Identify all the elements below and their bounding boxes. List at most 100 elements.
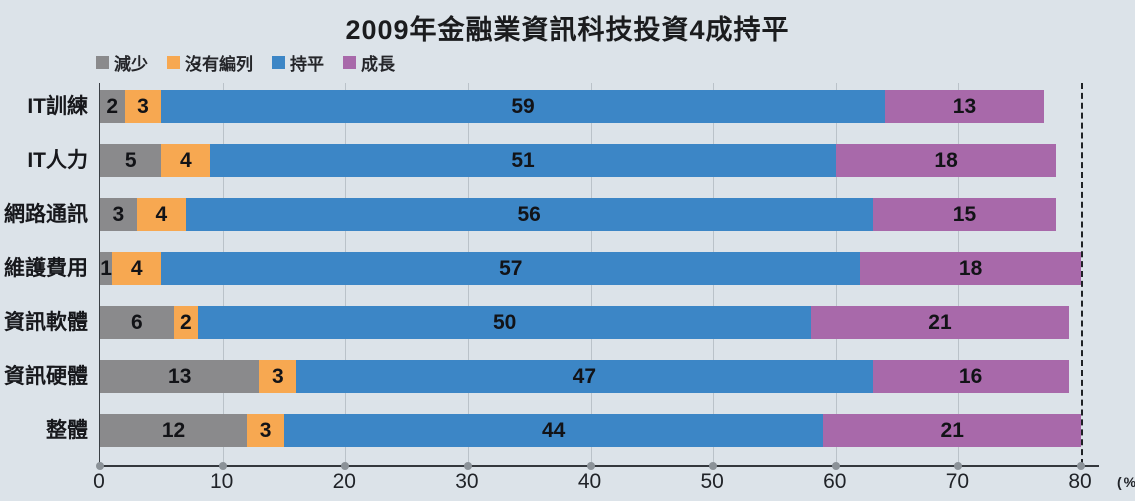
legend-swatch-icon [272,56,285,69]
x-tick-label: 40 [577,470,602,493]
bar-value-label: 2 [179,310,192,334]
x-tick-label: 60 [823,470,847,493]
legend-label: 持平 [290,55,324,74]
reference-line-80 [1081,83,1083,465]
bar-row-3: 3 4 56 15 [100,198,1057,231]
bar-row-6: 13 3 47 16 [100,360,1069,393]
bar-segment: 1 [100,252,113,285]
bar-segment: 50 [198,306,812,339]
bar-segment: 5 [100,144,162,177]
bar-segment: 6 [100,306,174,339]
category-label: 資訊硬體 [4,365,88,388]
bar-row-5: 6 2 50 21 [100,306,1069,339]
x-tick-label: 20 [332,470,356,493]
bar-segment: 47 [296,360,873,393]
bar-segment: 56 [185,198,873,231]
category-label: 資訊軟體 [4,311,88,334]
bar-value-label: 57 [499,256,523,280]
axis-tick-dot [1077,462,1085,470]
bar-segment: 13 [100,360,260,393]
bar-row-1: 2 3 59 13 [100,90,1045,123]
bar-value-label: 18 [934,148,958,172]
legend: 減少 沒有編列 持平 成長 [96,50,395,75]
bar-value-label: 15 [952,202,977,226]
x-tick-label: 50 [700,470,724,493]
bar-value-label: 56 [517,202,541,226]
bar-value-label: 21 [940,418,964,442]
axis-tick-dot [96,462,104,470]
bar-value-label: 21 [928,310,952,334]
bar-row-7: 12 3 44 21 [100,414,1081,447]
x-tick-label: 80 [1068,470,1092,493]
bar-segment: 4 [112,252,162,285]
bar-segment: 21 [811,306,1069,339]
category-label: IT人力 [27,149,88,172]
legend-swatch-icon [167,56,180,69]
axis-tick-dot [218,462,227,470]
legend-item: 成長 [343,50,395,75]
bar-value-label: 4 [155,202,168,226]
axis-unit-label: (%) [1117,474,1135,490]
legend-swatch-icon [343,56,356,69]
bar-value-label: 4 [179,148,192,172]
axis-tick-dot [954,462,963,470]
bar-value-label: 16 [958,364,983,388]
category-label: IT訓練 [27,95,88,118]
bar-value-label: 3 [137,94,149,118]
legend-label: 成長 [361,55,395,74]
bar-value-label: 12 [161,418,186,442]
bar-segment: 12 [100,414,248,447]
bar-segment: 13 [884,90,1045,123]
plot-area: 2 3 59 13 5 4 51 18 3 4 56 15 1 4 57 18 6 2 50 21 13 3 47 16 12 3… [96,83,1099,470]
bar-row-2: 5 4 51 18 [100,144,1057,177]
bar-segment: 44 [283,414,824,447]
bar-row-4: 1 4 57 18 [100,252,1081,285]
bar-segment: 3 [124,90,162,123]
x-tick-label: 10 [209,470,234,493]
bar-value-label: 5 [124,148,137,172]
legend-item: 減少 [96,50,148,75]
legend-item: 持平 [272,50,324,75]
axis-tick-dot [341,462,350,470]
bar-segment: 3 [247,414,284,447]
bar-value-label: 50 [492,310,517,334]
bar-segment: 18 [860,252,1081,285]
bar-segment: 4 [136,198,186,231]
bar-value-label: 1 [100,256,112,280]
chart-title: 2009年金融業資訊科技投資4成持平 [345,15,790,45]
axis-tick-dot [831,462,840,470]
category-label: 網路通訊 [4,203,88,226]
bar-segment: 16 [872,360,1069,393]
axis-tick-dot [463,462,472,470]
bar-value-label: 13 [952,94,977,118]
bar-value-label: 3 [271,364,284,388]
bar-segment: 21 [823,414,1081,447]
bar-value-label: 6 [130,310,143,334]
bar-segment: 57 [161,252,861,285]
bar-value-label: 2 [106,94,119,118]
x-tick-label: 0 [93,470,105,493]
axis-tick-dot [586,462,595,470]
legend-swatch-icon [96,56,109,69]
bar-value-label: 3 [112,202,125,226]
bar-segment: 2 [173,306,199,339]
bar-value-label: 59 [511,94,535,118]
bar-value-label: 4 [130,256,143,280]
legend-label: 減少 [114,55,148,74]
bar-value-label: 3 [259,418,272,442]
bar-segment: 2 [100,90,125,123]
bar-value-label: 18 [958,256,983,280]
bar-segment: 3 [259,360,297,393]
x-tick-label: 70 [945,470,970,493]
bar-segment: 3 [100,198,137,231]
bar-segment: 51 [210,144,836,177]
axis-tick-dot [709,462,718,470]
x-tick-label: 30 [455,470,479,493]
bar-segment: 18 [835,144,1057,177]
bar-segment: 59 [161,90,885,123]
bar-segment: 4 [161,144,211,177]
value-axis: (%) 0 10 20 30 40 50 60 70 80 [93,470,1135,498]
legend-item: 沒有編列 [167,50,253,75]
bar-value-label: 51 [511,148,535,172]
bar-segment: 15 [872,198,1057,231]
